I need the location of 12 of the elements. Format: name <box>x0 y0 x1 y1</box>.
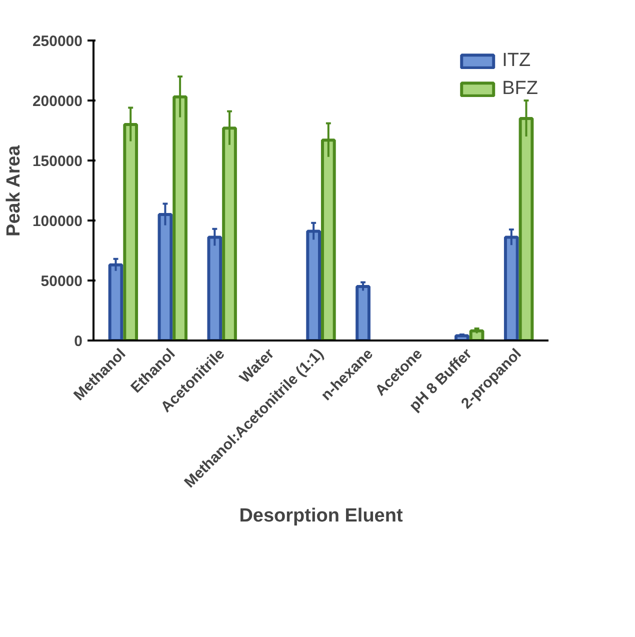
legend-label: BFZ <box>502 78 538 100</box>
bar <box>356 285 370 340</box>
bar <box>108 263 124 340</box>
legend-label: ITZ <box>502 50 531 72</box>
y-tick-label: 250000 <box>32 33 83 50</box>
y-tick-label: 150000 <box>32 153 83 170</box>
y-tick-label: 0 <box>74 333 82 350</box>
y-axis-title: Peak Area <box>3 144 24 236</box>
y-tick-label: 100000 <box>32 213 83 230</box>
y-tick-label: 200000 <box>32 93 83 110</box>
y-tick-label: 50000 <box>40 273 83 290</box>
x-axis-title: Desorption Eluent <box>239 505 404 526</box>
